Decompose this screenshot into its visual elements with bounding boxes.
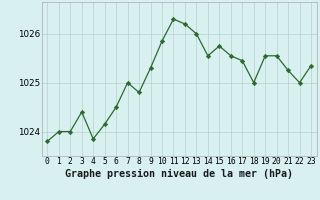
X-axis label: Graphe pression niveau de la mer (hPa): Graphe pression niveau de la mer (hPa) <box>65 169 293 179</box>
